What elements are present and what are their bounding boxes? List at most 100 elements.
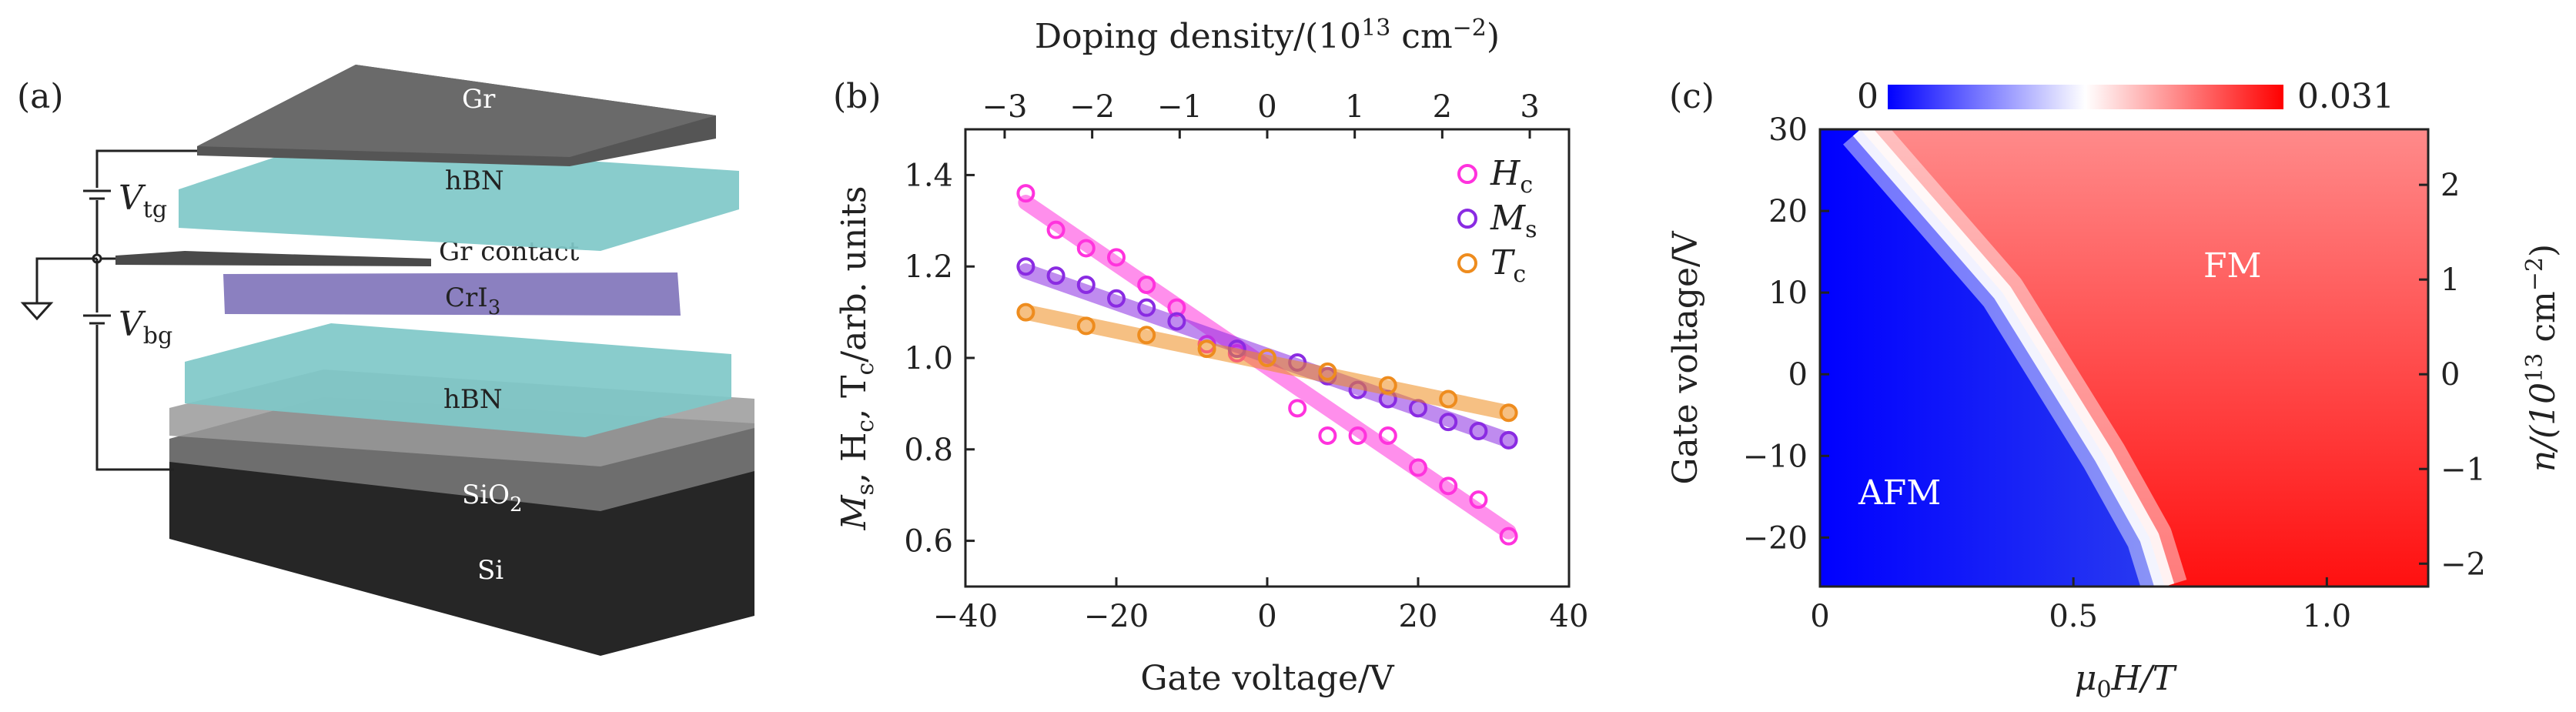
data-point-2: [1318, 362, 1337, 381]
top-tick-label: −2: [1069, 89, 1115, 125]
data-point-1: [1167, 312, 1186, 331]
data-point-1: [1076, 275, 1096, 294]
legend-marker: [1457, 209, 1477, 229]
data-point-0: [1107, 248, 1126, 267]
data-point-0: [1378, 426, 1397, 445]
panel-c-right-ticks: −2 −1 0 1 2: [2419, 168, 2486, 582]
data-point-2: [1076, 316, 1096, 336]
top-tick-label: −3: [982, 89, 1027, 125]
data-point-2: [1197, 339, 1216, 359]
data-point-1: [1499, 430, 1518, 450]
y-tick-label: 1.4: [904, 158, 953, 193]
data-point-0: [1409, 458, 1427, 477]
data-point-0: [1348, 426, 1367, 445]
si-label: Si: [477, 555, 503, 586]
top-tick-label: 2: [1433, 89, 1452, 125]
panel-c-frame: [1818, 128, 2430, 588]
data-point-2: [1016, 303, 1035, 322]
hbn-bottom-label: hBN: [443, 384, 503, 415]
sio2-label: SiO2: [462, 480, 523, 516]
right-tick-label: 2: [2441, 168, 2460, 203]
panel-b-top-label: Doping density/(1013 cm−2): [1035, 15, 1500, 56]
data-point-1: [1439, 413, 1458, 432]
data-point-0: [1288, 399, 1307, 418]
panel-c-y-label: Gate voltage/V: [1666, 230, 1705, 484]
data-point-2: [1499, 403, 1518, 423]
data-point-1: [1016, 257, 1035, 276]
x-tick-label: 1.0: [2303, 599, 2352, 634]
right-tick-label: 0: [2441, 357, 2460, 393]
data-point-1: [1107, 289, 1126, 308]
afm-region-label: AFM: [1858, 473, 1941, 513]
y-tick-label: 0.8: [904, 433, 953, 468]
data-point-2: [1137, 326, 1156, 345]
top-tick-label: 0: [1257, 89, 1276, 125]
y-tick-label: −20: [1743, 520, 1808, 556]
panel-c-right-label: n/(1013 cm−2): [2521, 244, 2563, 472]
hbn-bottom-layer: hBN: [185, 323, 731, 437]
fit-line-2: [1018, 304, 1517, 421]
panel-c: (c) 0 0.031 AFM FM 0 0.5 1.0 −20 −10 0 1 0 2 0 30…: [1666, 77, 2563, 704]
x-tick-label: 40: [1550, 599, 1589, 634]
top-tick-label: 3: [1520, 89, 1539, 125]
panel-b-y-label: Ms, Hc, Tc/arb. units: [835, 186, 879, 530]
legend-label: Tc: [1490, 243, 1526, 288]
x-tick-label: 0: [1810, 599, 1829, 634]
data-point-0: [1469, 490, 1488, 510]
hbn-top-layer: hBN: [179, 143, 739, 251]
panel-c-y-ticks: −20 −10 0 10 20 30: [1743, 112, 1829, 556]
hbn-top-label: hBN: [445, 165, 504, 196]
legend-label: Ms: [1490, 199, 1537, 243]
x-tick-label: −20: [1084, 599, 1149, 634]
data-point-1: [1046, 266, 1066, 286]
gr-top-layer: Gr: [197, 65, 716, 166]
data-point-0: [1046, 220, 1066, 239]
data-point-0: [1137, 275, 1156, 294]
legend-marker: [1457, 164, 1477, 184]
panel-b-plot: [1016, 184, 1518, 546]
cri3-layer: CrI3: [223, 272, 681, 319]
right-tick-label: −1: [2441, 452, 2486, 487]
data-point-1: [1469, 422, 1488, 441]
right-tick-label: −2: [2441, 547, 2486, 582]
panel-b: (b) −40 −20 0 20 40 0.6 0.8 1.0 1.2 1.4 −3 −2 −1 0 1…: [833, 15, 1588, 698]
top-tick-label: −1: [1157, 89, 1203, 125]
panel-b-y-ticks: 0.6 0.8 1.0 1.2 1.4: [904, 158, 975, 560]
heatmap-boundary: [1852, 129, 2175, 587]
panel-c-label: (c): [1669, 77, 1715, 116]
y-tick-label: 1.0: [904, 341, 953, 376]
y-tick-label: −10: [1743, 439, 1808, 474]
panel-b-top-ticks: −3 −2 −1 0 1 2 3: [982, 89, 1540, 139]
heatmap-boundary-glow: [1843, 129, 2187, 587]
heatmap-afm-region: [1820, 129, 2165, 587]
y-tick-label: 1.2: [904, 249, 953, 285]
y-tick-label: 0: [1788, 357, 1808, 393]
data-point-0: [1499, 526, 1518, 546]
top-tick-label: 1: [1345, 89, 1364, 125]
y-tick-label: 30: [1768, 112, 1808, 148]
right-tick-label: 1: [2441, 262, 2460, 298]
data-point-0: [1439, 476, 1458, 496]
legend-marker: [1457, 253, 1477, 273]
data-point-0: [1167, 298, 1186, 317]
legend-label: Hc: [1490, 154, 1533, 199]
colorbar: 0 0.031: [1857, 77, 2394, 116]
panel-c-x-ticks: 0 0.5 1.0: [1810, 577, 2351, 634]
data-point-0: [1076, 239, 1096, 258]
x-tick-label: 0.5: [2049, 599, 2098, 634]
vbg-label: Vbg: [119, 305, 172, 349]
x-tick-label: 0: [1257, 599, 1276, 634]
data-point-1: [1137, 298, 1156, 317]
panel-b-x-label: Gate voltage/V: [1140, 659, 1394, 698]
x-tick-label: 20: [1399, 599, 1438, 634]
fm-region-label: FM: [2203, 246, 2262, 286]
data-point-2: [1439, 389, 1458, 409]
y-tick-label: 0.6: [904, 524, 953, 560]
panel-b-label: (b): [833, 77, 882, 116]
data-point-2: [1258, 349, 1276, 367]
panel-a: (a) Si SiO2 hBN CrI3 Gr contact: [17, 65, 754, 656]
heatmap: [1820, 129, 2428, 587]
circuit: [20, 149, 197, 471]
